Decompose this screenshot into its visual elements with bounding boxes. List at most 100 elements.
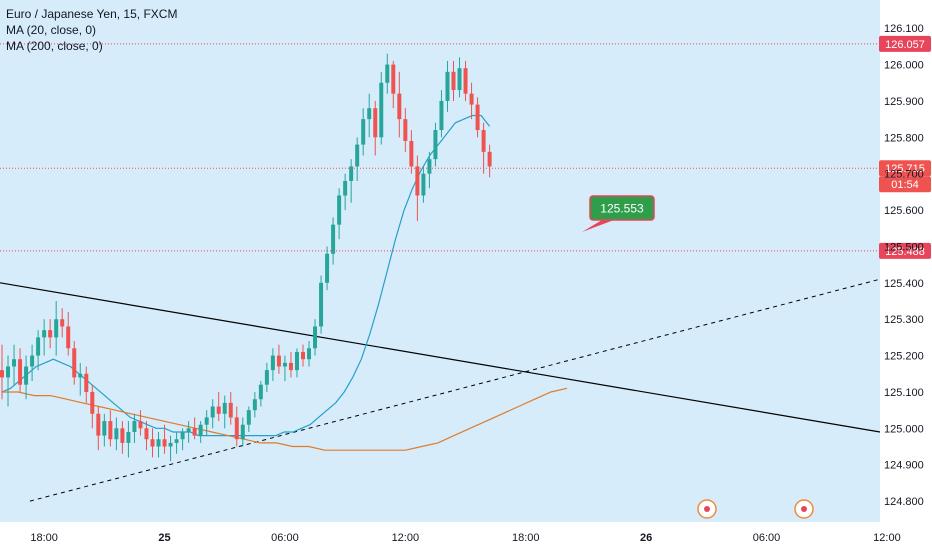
candle-body — [409, 140, 414, 167]
candle — [397, 71, 402, 138]
candle — [288, 351, 293, 378]
candle — [457, 57, 462, 98]
candle — [349, 159, 354, 203]
price-callout: 125.553 — [582, 195, 655, 232]
candle — [72, 341, 77, 385]
candle — [337, 188, 342, 240]
indicator-ma200[interactable]: MA (200, close, 0) — [6, 39, 103, 53]
y-tick-label: 124.900 — [884, 460, 924, 472]
candle-body — [84, 373, 89, 392]
indicator-ma20[interactable]: MA (20, close, 0) — [6, 23, 97, 37]
candle-body — [6, 366, 11, 378]
price-line-label: 126.057 — [885, 39, 925, 51]
candle-body — [373, 108, 378, 138]
event-marker-icon[interactable] — [794, 499, 814, 519]
candle-body — [427, 159, 432, 174]
y-tick-label: 126.000 — [884, 60, 924, 72]
candle — [246, 406, 251, 432]
candle — [180, 428, 185, 451]
candle — [463, 60, 468, 101]
trendlines[interactable] — [0, 278, 881, 502]
candle-body — [204, 417, 209, 425]
candle — [294, 348, 299, 378]
candle — [6, 355, 11, 407]
candle — [24, 355, 29, 400]
candle — [373, 100, 378, 156]
price-axis-background — [880, 0, 932, 522]
candle-body — [114, 428, 119, 440]
candle-body — [403, 119, 408, 141]
candle — [186, 421, 191, 443]
y-tick-label: 125.800 — [884, 132, 924, 144]
y-tick-label: 125.200 — [884, 351, 924, 363]
countdown-tag — [879, 176, 931, 193]
candle — [150, 428, 155, 458]
candle — [451, 60, 456, 101]
candle — [96, 406, 101, 451]
candle — [168, 435, 173, 462]
candle-body — [379, 82, 384, 138]
candle-body — [150, 439, 155, 447]
countdown-label: 01:54 — [891, 179, 919, 191]
event-markers[interactable] — [697, 499, 814, 519]
price-line-tag — [879, 242, 931, 259]
x-tick-label: 25 — [158, 532, 170, 544]
symbol-title[interactable]: Euro / Japanese Yen, 15, FXCM — [6, 7, 178, 21]
ma20-line — [1, 114, 491, 437]
price-line-label: 125.488 — [885, 246, 925, 258]
candle — [331, 217, 336, 265]
price-line-label: 125.715 — [885, 163, 925, 175]
price-axis[interactable]: 126.100 126.000 125.900 125.800 125.700 125.6… — [884, 23, 924, 508]
candle — [174, 431, 179, 454]
candle — [36, 330, 41, 371]
candle — [469, 82, 474, 120]
y-tick-label: 125.600 — [884, 205, 924, 217]
ma200-line — [2, 387, 568, 451]
time-axis[interactable]: 18:00 25 06:00 12:00 18:00 26 06:00 12:00 — [30, 532, 900, 544]
candle-body — [385, 64, 390, 83]
candle — [307, 341, 312, 367]
candle-body — [463, 68, 468, 94]
trendline-solid[interactable] — [0, 282, 881, 433]
candle — [12, 344, 17, 385]
y-tick-label: 125.300 — [884, 314, 924, 326]
candle — [361, 108, 366, 156]
candle-body — [108, 421, 113, 440]
time-axis-background — [0, 522, 932, 550]
candle — [313, 319, 318, 356]
candle-body — [307, 348, 312, 360]
y-tick-label: 124.800 — [884, 496, 924, 508]
candle-body — [288, 362, 293, 371]
y-tick-label: 125.700 — [884, 169, 924, 181]
candle — [234, 406, 239, 447]
candle-body — [451, 71, 456, 91]
callout-box — [589, 195, 655, 221]
candle-body — [180, 431, 185, 440]
x-tick-label: 12:00 — [392, 532, 420, 544]
candle — [252, 391, 257, 418]
x-tick-label: 26 — [640, 532, 652, 544]
trendline-dashed[interactable] — [29, 278, 881, 502]
candle-body — [168, 442, 173, 447]
candle — [240, 417, 245, 447]
candle — [258, 381, 263, 407]
candle-body — [186, 428, 191, 432]
candle — [385, 53, 390, 94]
candle — [0, 344, 4, 400]
event-marker-icon[interactable] — [697, 499, 717, 519]
candle — [439, 90, 444, 138]
candle — [90, 384, 95, 429]
candle — [301, 344, 305, 367]
candle-body — [469, 93, 474, 105]
candle — [325, 246, 330, 291]
candle-body — [90, 391, 95, 414]
candle-body — [391, 64, 396, 94]
candle-body — [445, 71, 450, 101]
candle-body — [228, 402, 233, 418]
candle — [156, 431, 161, 458]
candle-body — [234, 417, 239, 440]
candle-body — [24, 366, 29, 385]
candle — [192, 417, 197, 440]
